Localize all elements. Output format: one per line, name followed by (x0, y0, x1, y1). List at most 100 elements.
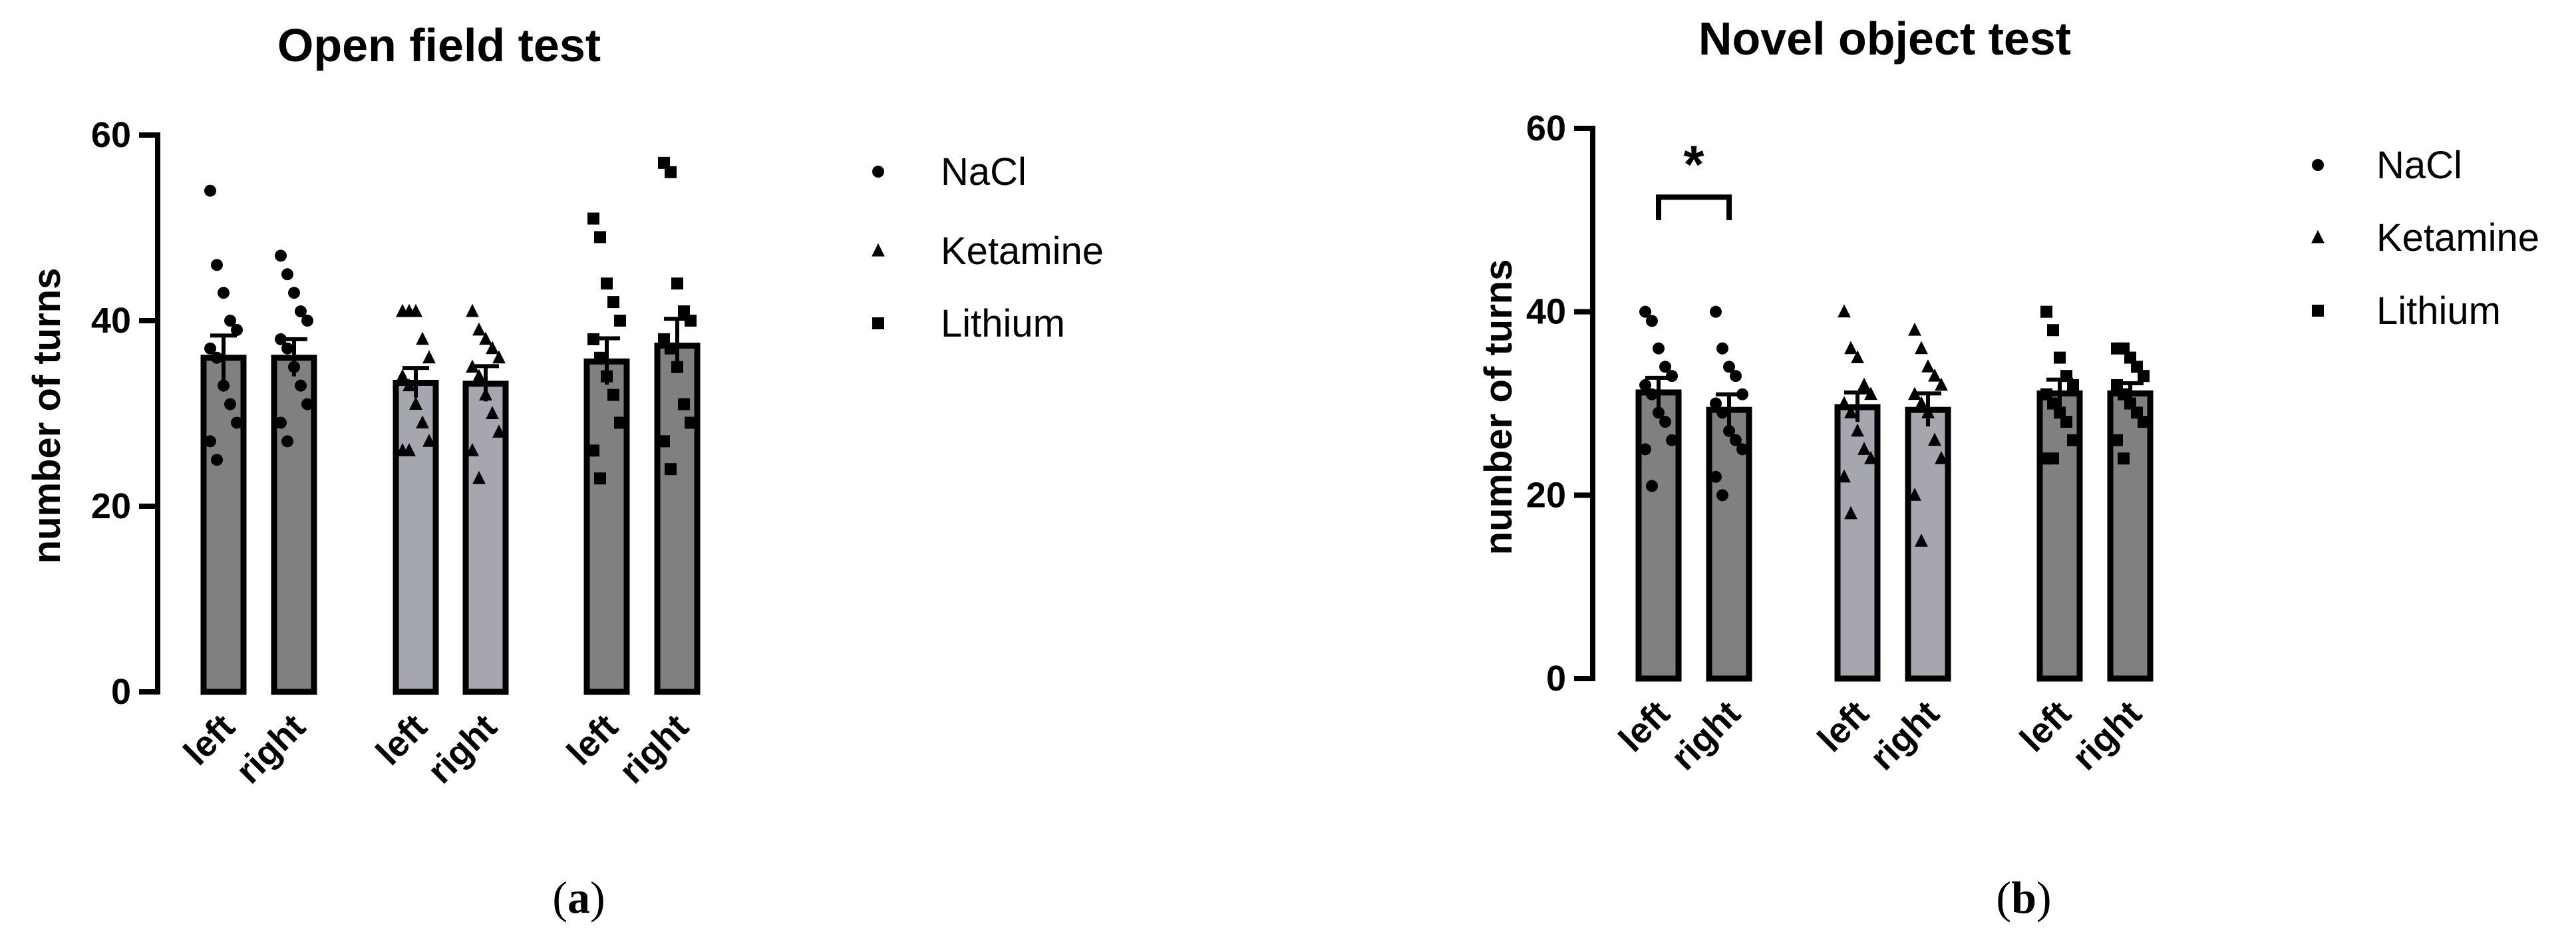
legend-marker-circle (872, 166, 884, 178)
data-point (231, 416, 243, 429)
legend-marker-square (2312, 305, 2324, 317)
data-point (288, 287, 300, 299)
data-point (281, 342, 293, 355)
data-point (1921, 405, 1935, 418)
caption-open-paren: ( (552, 872, 567, 923)
data-point (1736, 388, 1748, 400)
data-point (601, 277, 613, 290)
y-tick-label: 0 (1546, 659, 1566, 699)
data-point (218, 287, 230, 299)
x-tick-label: right (228, 706, 313, 791)
data-point (1639, 379, 1651, 391)
data-point (486, 406, 499, 419)
data-point (1857, 377, 1871, 391)
data-point (2040, 388, 2052, 400)
y-tick-label: 20 (91, 486, 131, 526)
data-point (1653, 406, 1665, 419)
legend: NaCl Ketamine Lithium (2311, 144, 2539, 333)
y-tick-label: 40 (91, 301, 131, 341)
data-point (2047, 452, 2059, 465)
data-point (211, 351, 223, 364)
legend-marker-square (872, 317, 884, 329)
data-point (204, 435, 216, 448)
x-tick-label: right (2064, 693, 2149, 778)
data-point (492, 424, 506, 438)
chart-title: Open field test (277, 19, 601, 71)
data-point (211, 454, 223, 466)
data-point (288, 361, 300, 373)
bar (462, 381, 509, 695)
data-point (2118, 452, 2130, 465)
caption-close-paren: ) (2036, 872, 2052, 923)
data-point (486, 341, 499, 355)
data-point (2118, 388, 2130, 400)
data-point (301, 315, 313, 327)
data-point (224, 398, 236, 410)
data-point (1710, 305, 1722, 318)
y-axis-label: number of turns (25, 268, 69, 564)
legend: NaCl Ketamine Lithium (872, 150, 1104, 345)
data-point (402, 443, 416, 456)
data-point (1844, 405, 1857, 418)
data-point (275, 333, 287, 345)
data-point (594, 472, 606, 485)
data-point (685, 416, 697, 429)
data-point (665, 342, 677, 355)
data-point (1723, 424, 1735, 437)
data-point (1921, 359, 1935, 373)
x-tick-label: right (1663, 693, 1748, 778)
data-point (281, 435, 293, 448)
y-tick-label: 60 (91, 115, 131, 155)
chart-title: Novel object test (1698, 13, 2071, 65)
data-point (1908, 488, 1921, 501)
data-point (1646, 480, 1658, 492)
data-point (678, 398, 690, 410)
data-point (607, 296, 619, 309)
data-point (1851, 423, 1864, 437)
caption-close-paren: ) (590, 872, 605, 923)
legend-label: NaCl (941, 150, 1027, 194)
data-point (1928, 432, 1941, 446)
data-point (2111, 379, 2123, 391)
data-point (2124, 351, 2136, 364)
data-point (204, 342, 216, 355)
data-point (1864, 387, 1877, 400)
data-point (472, 470, 486, 484)
data-point (396, 369, 409, 383)
data-point (409, 303, 422, 317)
data-point (1908, 322, 1921, 336)
data-point (1666, 370, 1678, 383)
legend-marker-triangle (872, 243, 885, 257)
data-point (301, 398, 313, 410)
data-point (466, 443, 479, 456)
data-point (614, 315, 626, 327)
data-point (587, 444, 599, 457)
caption-open-paren: ( (1996, 872, 2011, 923)
data-point (492, 350, 506, 364)
data-point (678, 305, 690, 318)
data-point (2060, 416, 2072, 428)
data-point (671, 277, 683, 290)
y-tick-label: 40 (1526, 292, 1566, 332)
data-point (409, 396, 422, 410)
data-point (402, 378, 416, 392)
data-point (1908, 387, 1921, 400)
data-point (422, 434, 436, 447)
data-point (2054, 351, 2066, 364)
data-point (295, 379, 307, 392)
data-point (472, 369, 486, 383)
legend-label: NaCl (2376, 144, 2462, 187)
data-point (1851, 350, 1864, 364)
legend-label: Lithium (941, 302, 1065, 345)
bar (1905, 406, 1951, 682)
data-point (665, 463, 677, 476)
data-point (2054, 406, 2066, 419)
data-point (295, 305, 307, 318)
data-point (479, 331, 492, 345)
data-point (1716, 406, 1728, 419)
bar (654, 343, 701, 695)
data-point (1659, 361, 1671, 373)
bar (393, 379, 439, 695)
